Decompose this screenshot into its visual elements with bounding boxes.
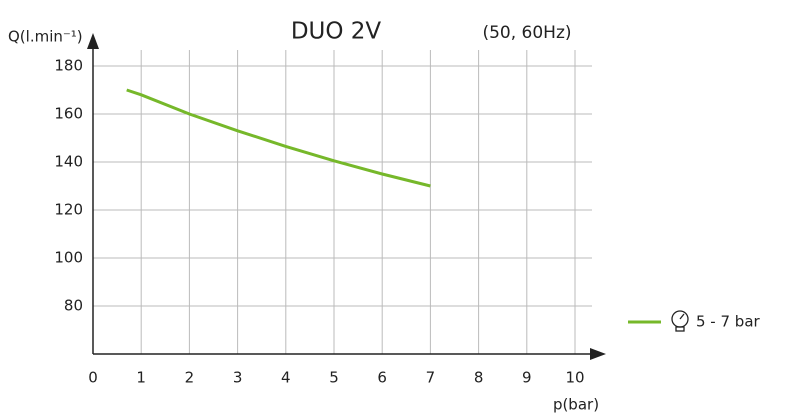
axes: [87, 33, 606, 360]
legend: 5 - 7 bar: [628, 310, 761, 332]
x-tick-label: 9: [522, 369, 532, 387]
x-tick-label: 4: [281, 369, 291, 387]
x-tick-label: 0: [88, 369, 98, 387]
chart-title: DUO 2V: [291, 19, 382, 45]
x-tick-label: 6: [377, 369, 387, 387]
x-tick-label: 2: [185, 369, 195, 387]
x-tick-label: 7: [426, 369, 436, 387]
x-axis-label: p(bar): [553, 396, 599, 414]
y-tick-label: 140: [54, 153, 83, 171]
y-axis-label: Q(l.min⁻¹): [8, 28, 83, 46]
y-tick-label: 80: [64, 297, 83, 315]
y-tick-label: 180: [54, 57, 83, 75]
legend-label: 5 - 7 bar: [696, 313, 761, 331]
y-tick-label: 160: [54, 105, 83, 123]
x-tick-label: 1: [136, 369, 146, 387]
chart-subtitle: (50, 60Hz): [482, 23, 571, 43]
y-tick-label: 120: [54, 201, 83, 219]
line-series: [126, 88, 431, 188]
x-tick-label: 5: [329, 369, 339, 387]
x-tick-label: 8: [474, 369, 484, 387]
x-tick-label: 3: [233, 369, 243, 387]
y-tick-label: 100: [54, 249, 83, 267]
x-tick-label: 10: [565, 369, 584, 387]
